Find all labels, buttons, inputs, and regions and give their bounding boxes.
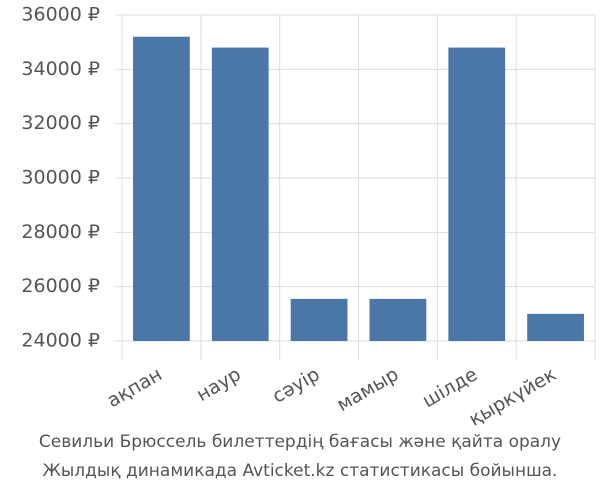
x-tick-label: шілде — [419, 363, 482, 412]
y-tick-label: 24000 ₽ — [21, 330, 100, 352]
y-tick-label: 36000 ₽ — [21, 4, 100, 26]
bar — [369, 298, 427, 341]
x-tick-label: ақпан — [103, 363, 166, 412]
bar — [211, 47, 269, 341]
caption-line: Севильи Брюссель билеттердің бағасы және… — [39, 432, 561, 452]
y-tick-label: 26000 ₽ — [21, 275, 100, 297]
x-tick-label: қыркүйек — [465, 363, 560, 430]
y-tick-label: 30000 ₽ — [21, 167, 100, 189]
y-tick-label: 34000 ₽ — [21, 58, 100, 80]
bar — [290, 298, 348, 341]
bar — [527, 313, 584, 341]
x-tick-label: наур — [193, 363, 245, 406]
x-tick-label: мамыр — [333, 363, 402, 416]
bar — [448, 47, 506, 341]
y-tick-label: 32000 ₽ — [21, 112, 100, 134]
bar — [133, 36, 190, 341]
y-tick-label: 28000 ₽ — [21, 221, 100, 243]
caption-line: Жылдық динамикада Avticket.kz статистика… — [43, 461, 558, 481]
x-tick-label: сәуір — [269, 363, 324, 407]
